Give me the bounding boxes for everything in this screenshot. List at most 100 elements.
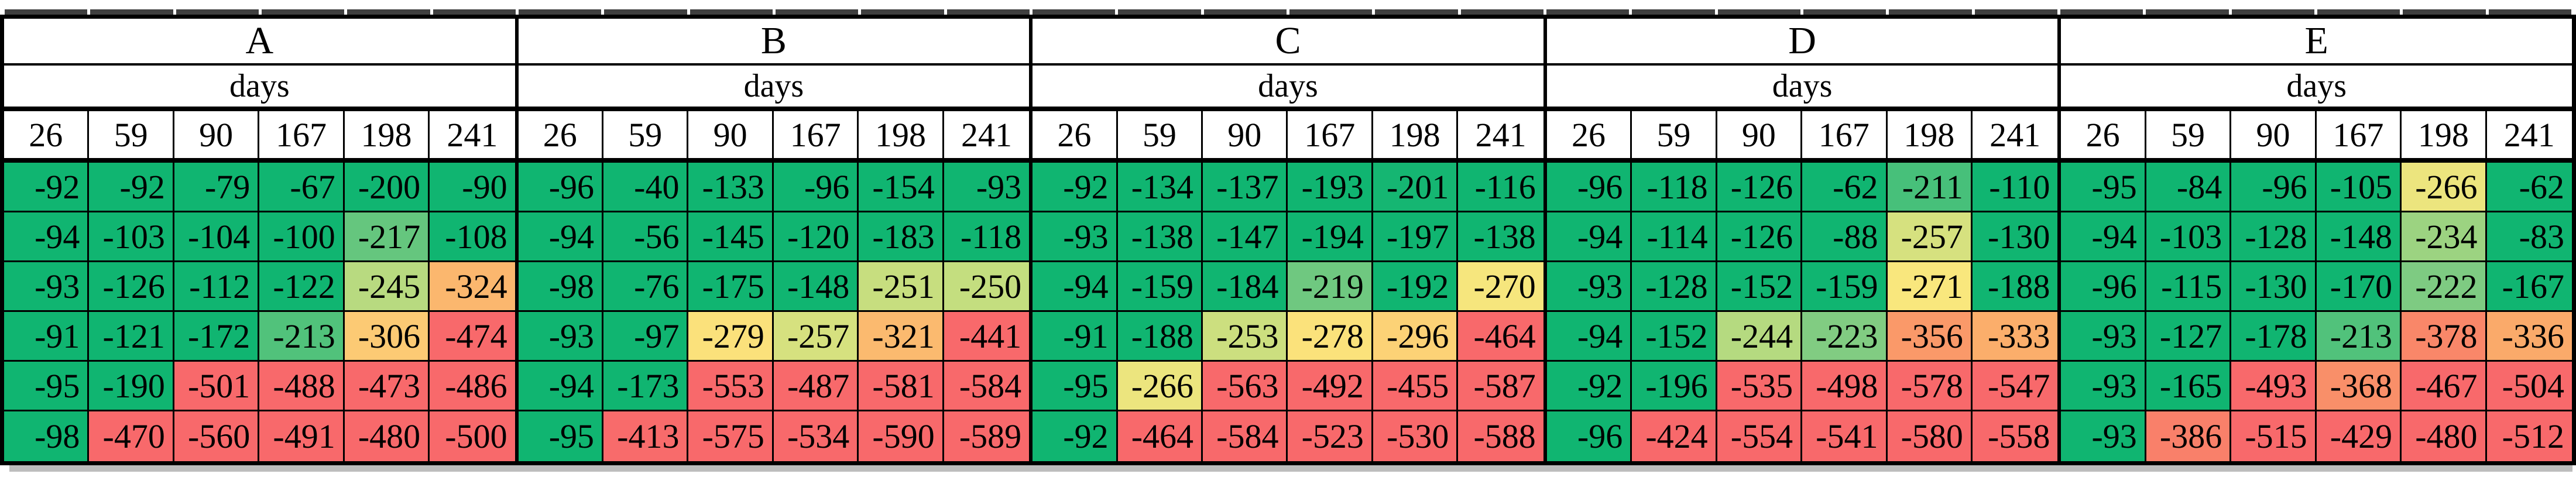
data-cell: -103 (89, 212, 174, 262)
day-column-header: 198 (344, 111, 430, 163)
data-cell: -120 (773, 212, 859, 262)
data-cell: -93 (518, 312, 604, 362)
tick-segment (1974, 9, 2057, 15)
data-cell: -589 (944, 411, 1030, 461)
data-cell: -94 (518, 212, 604, 262)
data-cell: -486 (430, 362, 515, 411)
data-cell: -535 (1717, 362, 1803, 411)
tick-segment (2317, 9, 2400, 15)
data-cell: -581 (859, 362, 944, 411)
day-column-header: 26 (1546, 111, 1632, 163)
data-cell: -175 (688, 262, 774, 312)
days-label: days (4, 66, 515, 111)
data-cell: -56 (603, 212, 689, 262)
data-cell: -95 (1033, 362, 1118, 411)
data-cell: -547 (1972, 362, 2058, 411)
data-cell: -94 (1546, 312, 1632, 362)
data-cell: -324 (430, 262, 515, 312)
data-cell: -94 (518, 362, 604, 411)
tick-segment (604, 9, 687, 15)
data-cell: -512 (2486, 411, 2572, 461)
data-cell: -128 (2231, 212, 2317, 262)
data-cell: -321 (859, 312, 944, 362)
data-cell: -464 (1117, 411, 1203, 461)
data-cell: -201 (1373, 163, 1459, 212)
data-cell: -154 (859, 163, 944, 212)
data-cell: -278 (1288, 312, 1373, 362)
day-column-header: 26 (518, 111, 604, 163)
day-column-header: 167 (2316, 111, 2402, 163)
data-cell: -424 (1632, 411, 1717, 461)
data-cell: -138 (1458, 212, 1543, 262)
data-cell: -266 (2402, 163, 2487, 212)
tick-segment (946, 9, 1030, 15)
day-column-header: 167 (259, 111, 345, 163)
day-column-header: 198 (1373, 111, 1459, 163)
data-cell: -118 (1632, 163, 1717, 212)
tick-segment (775, 9, 859, 15)
data-cell: -336 (2486, 312, 2572, 362)
data-cell: -93 (2061, 411, 2146, 461)
data-cell: -138 (1117, 212, 1203, 262)
data-cell: -558 (1972, 411, 2058, 461)
data-cell: -94 (2061, 212, 2146, 262)
data-cell: -498 (1802, 362, 1888, 411)
data-cell: -200 (344, 163, 430, 212)
data-cell: -178 (2231, 312, 2317, 362)
day-column-header: 90 (2231, 111, 2317, 163)
data-cell: -104 (174, 212, 260, 262)
data-cell: -234 (2402, 212, 2487, 262)
data-cell: -126 (1717, 163, 1803, 212)
data-cell: -386 (2146, 411, 2232, 461)
data-cell: -504 (2486, 362, 2572, 411)
tick-segment (1289, 9, 1373, 15)
data-cell: -116 (1458, 163, 1543, 212)
data-cell: -133 (688, 163, 774, 212)
tick-segment (2403, 9, 2486, 15)
tick-segment (2231, 9, 2314, 15)
data-cell: -40 (603, 163, 689, 212)
data-cell: -211 (1887, 163, 1973, 212)
data-cell: -159 (1117, 262, 1203, 312)
data-cell: -91 (1033, 312, 1118, 362)
data-cell: -575 (688, 411, 774, 461)
data-cell: -62 (2486, 163, 2572, 212)
data-cell: -257 (773, 312, 859, 362)
group-label: E (2061, 19, 2572, 66)
data-cell: -356 (1887, 312, 1973, 362)
days-label: days (1033, 66, 1543, 111)
data-cell: -122 (259, 262, 345, 312)
data-cell: -95 (518, 411, 604, 461)
data-cell: -554 (1717, 411, 1803, 461)
data-cell: -96 (1546, 411, 1632, 461)
tick-segment (2060, 9, 2143, 15)
data-cell: -500 (430, 411, 515, 461)
data-cell: -197 (1373, 212, 1459, 262)
data-cell: -93 (4, 262, 90, 312)
day-column-header: 59 (1632, 111, 1717, 163)
data-cell: -306 (344, 312, 430, 362)
tick-segment (690, 9, 773, 15)
day-column-header: 59 (89, 111, 174, 163)
data-cell: -296 (1373, 312, 1459, 362)
data-cell: -188 (1117, 312, 1203, 362)
data-cell: -470 (89, 411, 174, 461)
tick-segment (2488, 9, 2571, 15)
data-cell: -590 (859, 411, 944, 461)
day-column-header: 167 (773, 111, 859, 163)
day-column-header: 59 (603, 111, 689, 163)
days-label: days (518, 66, 1030, 111)
data-cell: -126 (1717, 212, 1803, 262)
data-cell: -97 (603, 312, 689, 362)
tick-segment (347, 9, 430, 15)
data-cell: -244 (1717, 312, 1803, 362)
data-cell: -587 (1458, 362, 1543, 411)
data-cell: -95 (2061, 163, 2146, 212)
days-label: days (1546, 66, 2058, 111)
data-cell: -98 (4, 411, 90, 461)
